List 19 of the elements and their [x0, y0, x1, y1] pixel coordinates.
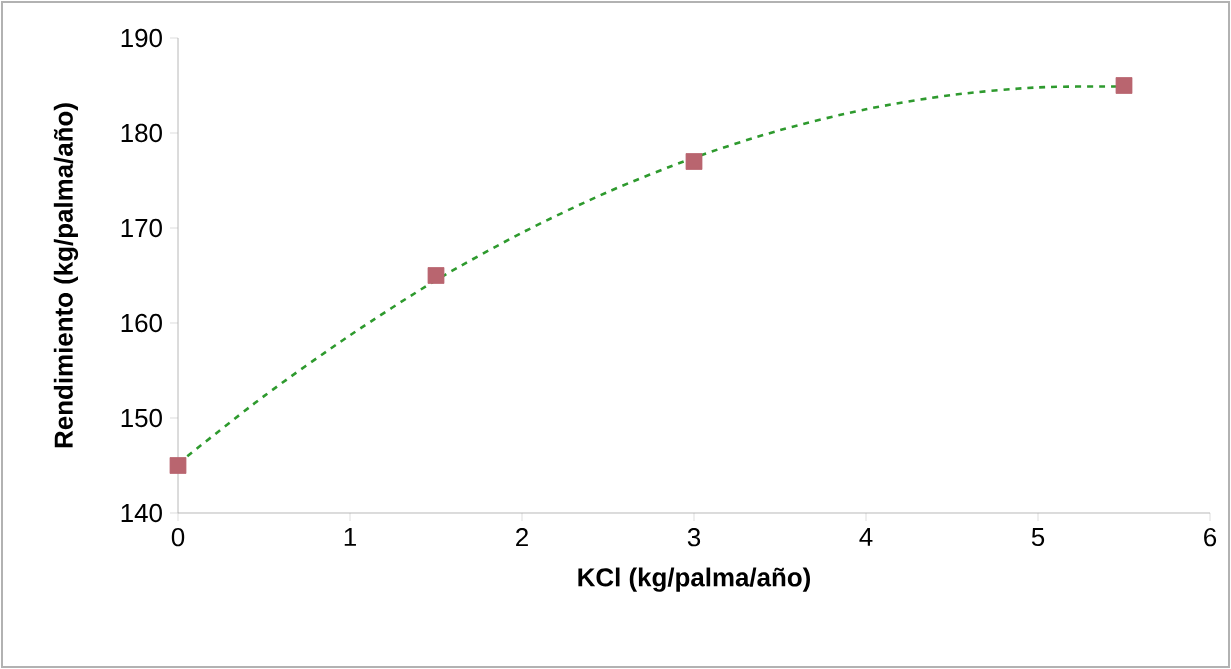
y-tick-label: 140	[121, 503, 162, 523]
y-tick-label: 170	[121, 218, 162, 238]
y-tick-label: 180	[121, 123, 162, 143]
x-tick-label: 2	[516, 528, 528, 547]
x-tick-label: 0	[171, 528, 185, 547]
y-tick-label: 160	[121, 313, 162, 333]
y-tick-label: 150	[121, 408, 162, 428]
point	[427, 267, 445, 284]
point	[1115, 77, 1133, 94]
x-tick-label: 4	[859, 528, 873, 546]
x-tick-label: 5	[1031, 528, 1045, 547]
x-axis-title: KCl (kg/palma/año)	[578, 567, 810, 592]
point	[685, 153, 703, 170]
x-tick-label: 6	[1204, 528, 1217, 547]
x-tick-label: 1	[344, 528, 356, 546]
y-axis-title: Rendimiento (kg/palma/año)	[53, 103, 79, 448]
x-tick-label: 3	[687, 528, 701, 547]
point	[169, 457, 187, 474]
y-tick-label: 190	[121, 28, 162, 48]
